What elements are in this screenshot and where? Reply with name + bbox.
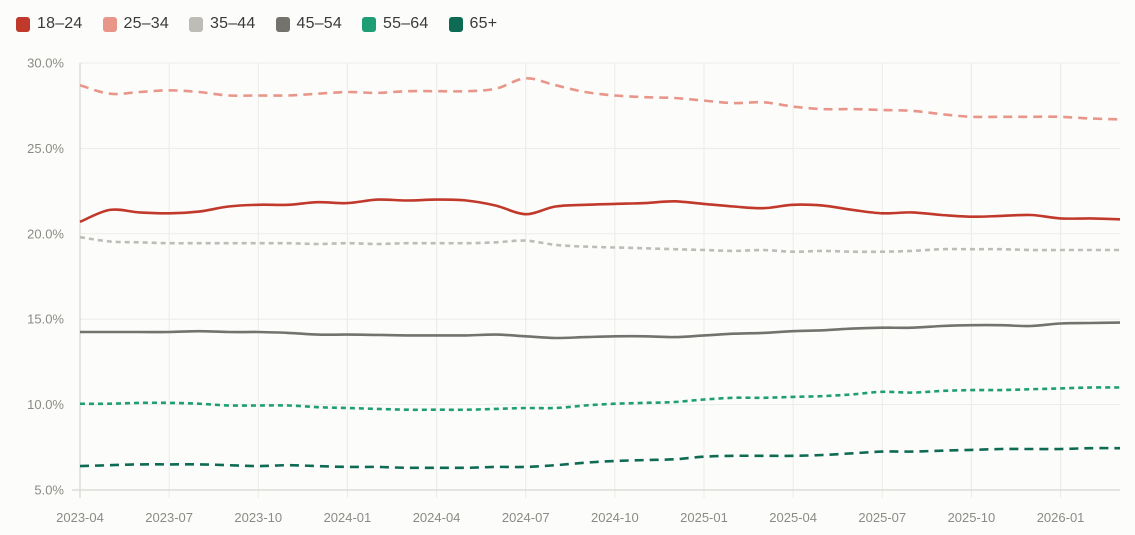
legend-swatch-icon (102, 16, 117, 32)
series-line-45-54[interactable] (79, 321, 1121, 340)
legend-item-35-44[interactable]: 35–44 (189, 15, 256, 33)
legend-item-18-24[interactable]: 18–24 (16, 15, 83, 33)
legend-swatch-icon (362, 16, 376, 32)
data-series (79, 77, 1121, 470)
gridlines (80, 62, 1120, 498)
legend-item-55-64[interactable]: 55–64 (362, 15, 429, 33)
series-line-65-[interactable] (79, 446, 1121, 470)
axes (72, 63, 1120, 498)
legend-label: 45–54 (296, 15, 342, 32)
legend-label: 18–24 (37, 15, 83, 32)
legend-label: 55–64 (383, 15, 429, 32)
legend-item-25-34[interactable]: 25–34 (102, 15, 170, 33)
legend-label: 35–44 (210, 15, 256, 32)
x-tick-label: 2023-04 (56, 510, 104, 525)
legend-item-65-plus[interactable]: 65+ (448, 15, 498, 33)
x-tick-label: 2023-10 (234, 510, 282, 525)
x-tick-label: 2026-01 (1037, 510, 1085, 525)
y-tick-label: 25.0% (27, 141, 64, 156)
legend-label: 65+ (469, 15, 498, 32)
chart-legend: 18–24 25–34 35–44 45–54 55–64 65+ (16, 12, 517, 36)
series-line-25-34[interactable] (79, 77, 1121, 121)
y-tick-label: 15.0% (27, 312, 64, 327)
y-tick-label: 30.0% (27, 56, 64, 71)
legend-swatch-icon (448, 16, 463, 32)
legend-label: 25–34 (123, 15, 169, 32)
legend-swatch-icon (275, 16, 290, 32)
series-line-35-44[interactable] (79, 235, 1120, 254)
x-tick-label: 2025-07 (858, 510, 906, 525)
x-tick-label: 2025-10 (948, 510, 996, 525)
series-line-18-24[interactable] (79, 198, 1121, 224)
y-tick-label: 20.0% (27, 226, 64, 241)
y-tick-label: 10.0% (27, 397, 64, 412)
x-tick-label: 2025-01 (680, 510, 728, 525)
legend-swatch-icon (16, 16, 30, 32)
legend-swatch-icon (189, 16, 203, 32)
y-axis-labels: 5.0% 10.0% 15.0% 20.0% 25.0% 30.0% (27, 56, 64, 498)
legend-item-45-54[interactable]: 45–54 (275, 15, 343, 33)
x-axis-labels: 2023-04 2023-07 2023-10 2024-01 2024-04 2024-… (56, 510, 1084, 525)
x-tick-label: 2024-04 (413, 510, 461, 525)
x-tick-label: 2024-01 (324, 510, 372, 525)
x-tick-label: 2024-10 (591, 510, 639, 525)
x-tick-label: 2024-07 (502, 510, 550, 525)
x-tick-label: 2025-04 (769, 510, 817, 525)
x-tick-label: 2023-07 (145, 510, 193, 525)
y-tick-label: 5.0% (34, 483, 64, 498)
series-line-55-64[interactable] (79, 386, 1121, 412)
